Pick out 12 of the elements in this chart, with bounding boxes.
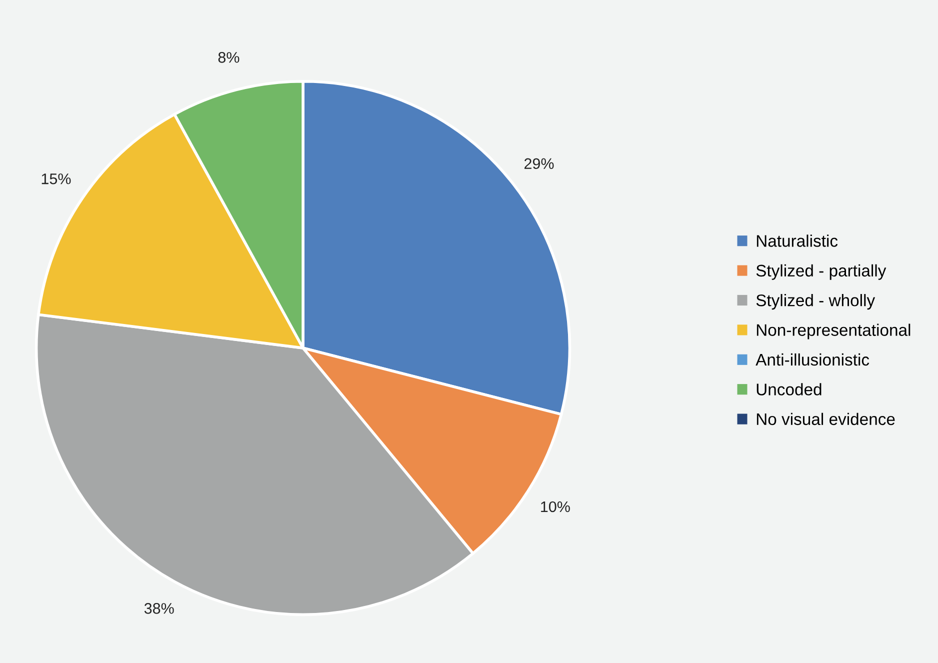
data-label: 10%	[541, 501, 570, 512]
legend-label: Non-representational	[756, 324, 910, 340]
legend-label: Stylized - partially	[756, 264, 886, 280]
data-label: 15%	[42, 173, 71, 184]
legend-label: No visual evidence	[756, 412, 895, 426]
legend-label: Stylized - wholly	[756, 294, 876, 310]
data-label: 29%	[524, 158, 554, 170]
legend-label: Naturalistic	[756, 234, 838, 247]
data-label: 38%	[144, 603, 174, 614]
legend-label: Uncoded	[756, 383, 822, 396]
data-label: 8%	[218, 52, 240, 63]
legend-label: Anti-illusionistic	[756, 353, 870, 366]
